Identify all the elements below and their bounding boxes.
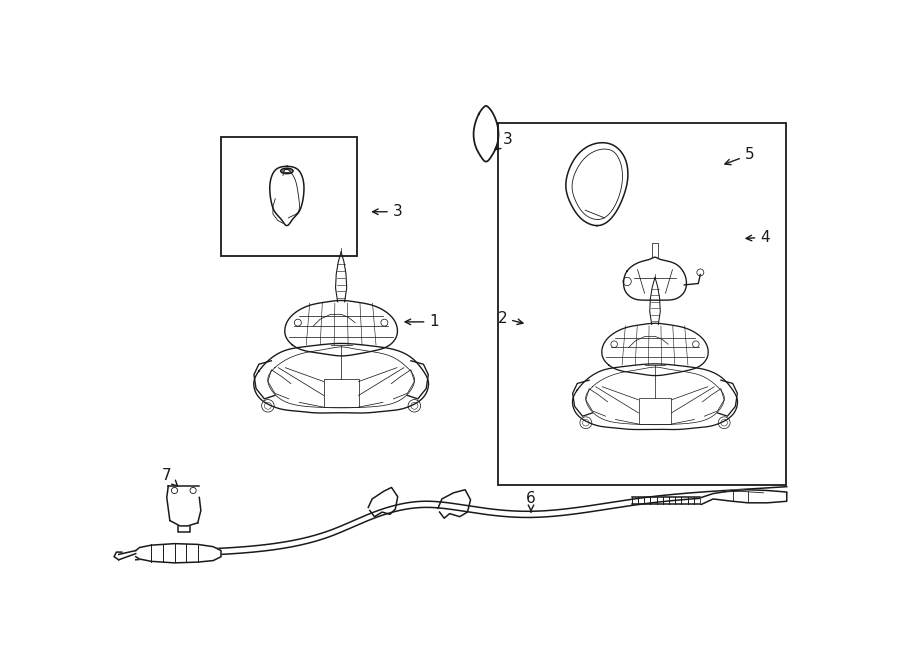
Text: 3: 3 [373,204,402,219]
Bar [498,123,786,485]
Text: 5: 5 [724,147,754,165]
Bar [324,379,358,407]
Polygon shape [701,490,787,504]
Text: 6: 6 [526,492,536,512]
Text: 7: 7 [162,469,177,486]
Text: 1: 1 [405,315,439,329]
Text: 4: 4 [746,229,769,245]
Bar [638,398,671,424]
Polygon shape [136,543,221,563]
Text: 2: 2 [498,311,523,325]
Text: 3: 3 [495,132,513,150]
Bar [221,137,356,256]
